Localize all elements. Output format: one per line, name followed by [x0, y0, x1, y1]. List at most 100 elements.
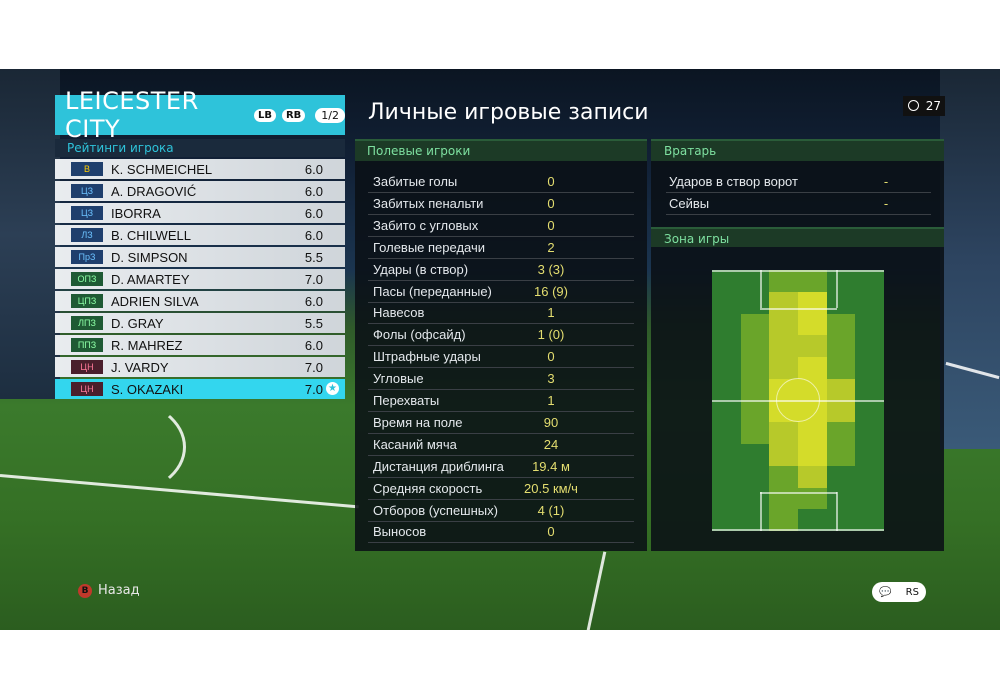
- heatmap-cell: [769, 291, 799, 314]
- player-name: K. SCHMEICHEL: [111, 161, 213, 177]
- stat-label: Удары (в створ): [373, 261, 469, 277]
- player-row[interactable]: ППЗ R. MAHREZ 6.0: [55, 335, 345, 355]
- heatmap-cell: [712, 509, 742, 531]
- heatmap-cell: [769, 509, 799, 531]
- heatmap-cell: [826, 313, 856, 336]
- stat-value: 2: [547, 239, 555, 255]
- heatmap-cell: [769, 335, 799, 358]
- player-row-selected[interactable]: ЦН S. OKAZAKI 7.0 ★: [55, 379, 345, 399]
- field-stats-panel: Полевые игроки Забитые голы 0 Забитых пена…: [355, 139, 647, 551]
- stat-value: 20.5 км/ч: [524, 480, 578, 496]
- player-row[interactable]: ПрЗ D. SIMPSON 5.5: [55, 247, 345, 267]
- heatmap-cell: [798, 313, 828, 336]
- player-row[interactable]: В K. SCHMEICHEL 6.0: [55, 159, 345, 179]
- stat-value: 3: [547, 371, 555, 387]
- stat-label: Перехваты: [373, 393, 440, 408]
- heatmap-cell: [798, 357, 828, 380]
- heatmap-cell: [769, 357, 799, 380]
- heatmap-cell: [826, 444, 856, 467]
- player-name: D. SIMPSON: [111, 249, 188, 265]
- stat-value: 0: [547, 349, 555, 365]
- position-badge: ЦЗ: [71, 206, 103, 220]
- heatmap-cell: [740, 465, 770, 488]
- player-name: J. VARDY: [111, 359, 169, 375]
- goalkeeper-title: Вратарь: [651, 139, 944, 161]
- stat-row: Пасы (переданные) 16 (9): [368, 281, 634, 303]
- player-row[interactable]: ЛПЗ D. GRAY 5.5: [55, 313, 345, 333]
- stat-row: Угловые 3: [368, 368, 634, 391]
- player-rating: 5.5: [304, 315, 323, 331]
- heatmap-cell: [855, 422, 884, 445]
- stat-value: 24: [543, 436, 559, 452]
- heatmap-cell: [826, 357, 856, 380]
- heatmap-cell: [712, 270, 742, 293]
- heatmap-cell: [855, 400, 884, 423]
- heatmap-cell: [855, 313, 884, 336]
- player-row[interactable]: ЦПЗ ADRIEN SILVA 6.0: [55, 291, 345, 311]
- stat-label: Средняя скорость: [373, 480, 483, 496]
- player-row[interactable]: ЛЗ B. CHILWELL 6.0: [55, 225, 345, 245]
- stat-label: Ударов в створ ворот: [669, 174, 798, 189]
- stat-value: 1 (0): [537, 327, 565, 343]
- stat-row: Касаний мяча 24: [368, 434, 634, 456]
- stat-label: Забитые голы: [373, 174, 458, 189]
- chat-icon[interactable]: 💬: [879, 586, 892, 598]
- position-badge: ПрЗ: [71, 250, 103, 264]
- pitch-line: [836, 270, 838, 308]
- stands-left: [0, 69, 60, 399]
- player-row[interactable]: ЦЗ A. DRAGOVIĆ 6.0: [55, 181, 345, 201]
- player-rating: 6.0: [304, 183, 323, 199]
- pitch-line: [760, 492, 837, 494]
- heatmap-cell: [826, 487, 856, 510]
- heatmap-cell: [712, 400, 742, 423]
- stat-label: Фолы (офсайд): [373, 327, 466, 343]
- heatmap-cell: [855, 465, 884, 488]
- stat-row: Забитые голы 0: [368, 171, 634, 193]
- lb-button[interactable]: LB: [253, 108, 276, 122]
- position-badge: ЦЗ: [71, 184, 103, 198]
- heatmap-cell: [769, 270, 799, 293]
- stat-label: Забитых пенальти: [373, 195, 484, 211]
- position-badge: ППЗ: [71, 338, 103, 352]
- player-row[interactable]: ОПЗ D. AMARTEY 7.0: [55, 269, 345, 289]
- stat-value: 16 (9): [534, 283, 568, 299]
- player-name: D. AMARTEY: [111, 271, 190, 287]
- back-button[interactable]: B Назад: [78, 583, 140, 598]
- bottom-icons[interactable]: 💬 RS: [872, 582, 926, 602]
- player-row[interactable]: ЦН J. VARDY 7.0: [55, 357, 345, 377]
- heatmap-cell: [740, 291, 770, 314]
- player-row[interactable]: ЦЗ IBORRA 6.0: [55, 203, 345, 223]
- heatmap-cell: [826, 465, 856, 488]
- stat-value: 0: [547, 524, 555, 540]
- stat-label: Штрафные удары: [373, 349, 481, 365]
- player-rating: 6.0: [304, 293, 323, 309]
- stat-row: Забитых пенальти 0: [368, 193, 634, 215]
- center-circle: [776, 378, 820, 422]
- play-zone-heatmap: [712, 270, 884, 531]
- team-header: LEICESTER CITY LB RB 1/2: [55, 87, 345, 143]
- stat-row: Средняя скорость 20.5 км/ч: [368, 478, 634, 500]
- stat-value: 0: [547, 195, 555, 211]
- position-badge: ОПЗ: [71, 272, 103, 286]
- position-badge: В: [71, 162, 103, 176]
- team-panel: LEICESTER CITY LB RB 1/2 Рейтинги игрока…: [55, 87, 345, 400]
- play-zone-title: Зона игры: [651, 227, 944, 247]
- heatmap-cell: [855, 444, 884, 467]
- stat-value: -: [883, 174, 889, 189]
- goalkeeper-panel: Вратарь Ударов в створ ворот - Сейвы - З…: [651, 139, 944, 551]
- heatmap-cell: [798, 335, 828, 358]
- stat-row: Навесов 1: [368, 302, 634, 325]
- heatmap-cell: [855, 270, 884, 293]
- page-indicator: 1/2: [315, 107, 345, 123]
- gk-stat-row: Сейвы -: [666, 193, 931, 215]
- stat-value: 90: [543, 414, 559, 430]
- stat-label: Отборов (успешных): [373, 502, 498, 518]
- rs-icon[interactable]: RS: [905, 586, 919, 598]
- clock-icon: [908, 100, 919, 111]
- stat-value: 1: [547, 305, 555, 321]
- player-name: R. MAHREZ: [111, 337, 183, 353]
- heatmap-cell: [712, 291, 742, 314]
- rb-button[interactable]: RB: [281, 108, 306, 122]
- stat-label: Время на поле: [373, 414, 463, 430]
- heatmap-cell: [855, 291, 884, 314]
